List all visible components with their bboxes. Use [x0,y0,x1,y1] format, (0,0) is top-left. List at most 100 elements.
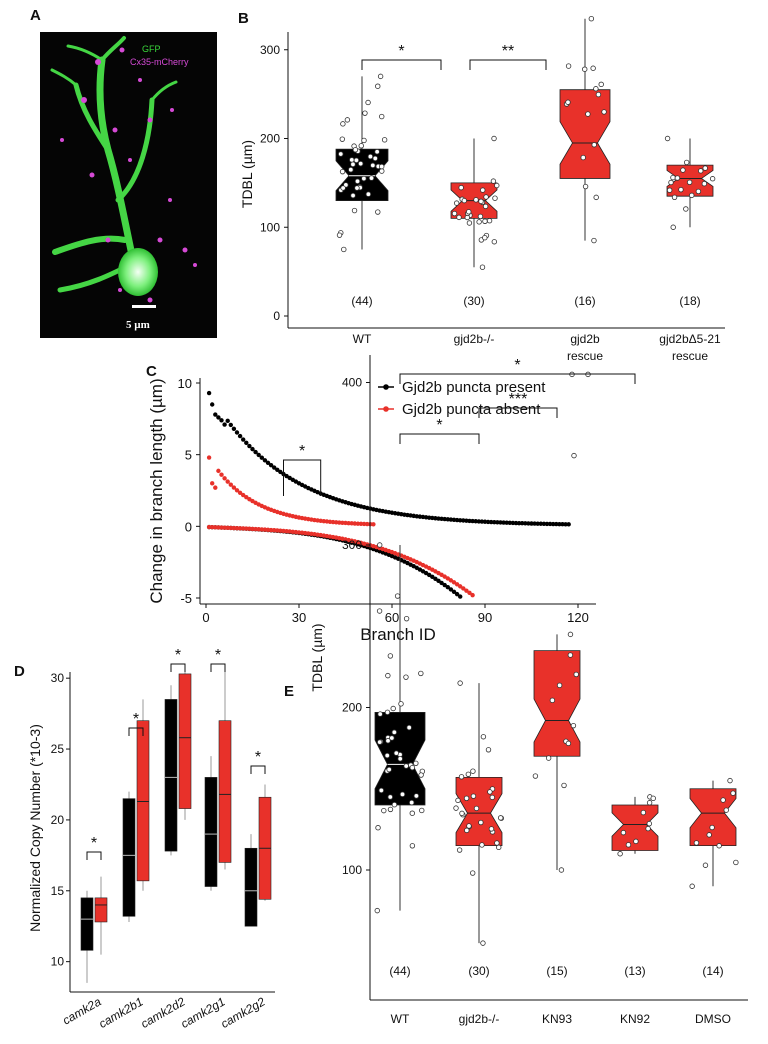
group-1-point [497,815,504,821]
group-3-point [709,176,716,182]
group-0-point [354,185,360,191]
series-0-point [535,521,540,526]
series-0-point [520,521,525,526]
group-0-point [419,807,425,814]
group-3-point [620,829,627,836]
series-1-point [358,521,364,527]
series-0-point [563,522,568,527]
group-1-point [482,218,488,224]
significance-bracket-label: * [215,647,221,664]
group-n-label: (18) [679,294,700,308]
series-1-point [225,479,230,484]
group-3-point [617,851,623,857]
group-n-label: (30) [463,294,484,308]
group-1-point [479,264,486,270]
group-0-point [409,843,416,849]
group-0-point [413,793,420,799]
group-n-label: (16) [574,294,595,308]
group-0-point [340,185,346,191]
y-axis-label: Normalized Copy Number (*10-3) [27,724,43,932]
y-tick-label: -5 [180,591,192,606]
group-1-point [477,213,484,220]
group-4-point [706,832,712,838]
group-0-point [385,738,391,744]
significance-bracket [210,663,226,672]
panel-c-chart: -5 0 5 10 0 30 60 90 120 Branch ID Change in branc… [147,376,596,644]
neuron-soma [118,248,158,296]
box-camk2g2-0 [244,847,258,927]
series-1-point [461,586,466,591]
series-1-point [346,520,351,526]
series-1-point [234,488,240,493]
group-4-point [723,807,729,813]
group-3-point [646,800,653,806]
group-2-point [585,111,591,117]
series-1-point [206,455,212,460]
group-3-point [698,168,704,174]
y-tick-label: 20 [51,813,65,827]
series-0-point [275,467,280,473]
series-1-point [206,524,212,530]
group-2-point [595,91,602,98]
group-3-point [689,192,695,199]
group-n-label: (14) [702,964,723,978]
series-0-point [278,469,283,475]
group-n-label: (30) [468,964,489,978]
series-0-point [492,519,497,525]
group-3-point [702,165,708,171]
group-0-point [339,168,346,175]
group-1-point [457,680,463,686]
group-1-point [461,197,467,204]
significance-bracket-label: * [175,647,181,664]
series-0-point [247,443,252,449]
series-0-point [439,580,444,586]
group-0-point [357,160,364,167]
group-3-point [683,206,689,212]
significance-bracket [478,407,558,418]
group-2-outlier [571,452,577,459]
group-1-point [451,210,458,217]
group-0-point [361,175,367,182]
group-3-point [666,187,673,193]
group-4-point [730,790,736,796]
group-2-point [567,631,574,638]
box-camk2g1-0 [204,777,218,887]
y-axis-label: TDBL (µm) [239,140,255,208]
group-0-point [365,191,372,197]
group-1-point [476,219,482,225]
significance-bracket-label: * [436,417,442,434]
x-tick-label: 90 [478,610,492,625]
series-0-point [237,433,243,439]
group-1-point [466,220,473,226]
group-1-point [482,235,488,241]
group-0-point [377,73,384,80]
group-label: DMSO [695,1012,731,1026]
x-axis-label: Branch ID [360,625,436,644]
series-0-point [529,521,534,526]
group-3-point [645,825,651,832]
series-1-point [213,525,218,530]
group-2-point [591,237,597,244]
series-0-point [448,587,454,592]
significance-bracket [283,459,322,496]
y-tick-label: 100 [260,220,280,234]
group-2-point [593,86,599,92]
box-camk2d2-1 [178,673,192,809]
group-3-point [668,179,674,186]
group-3-box [611,804,659,851]
series-0-point [234,430,240,435]
series-1-point [256,527,261,532]
category-label: camk2a [60,994,104,1027]
group-0-point [339,136,346,142]
series-0-point [501,520,506,525]
group-3-point [701,180,708,187]
series-0-point [560,522,565,527]
group-0-point [344,117,351,123]
series-0-point [479,519,485,524]
group-1-point [456,214,462,221]
group-1-point [453,200,460,206]
series-0-point [231,426,237,431]
group-1-point [470,870,476,876]
group-label: WT [391,1012,410,1026]
y-tick-label: 10 [51,955,65,969]
